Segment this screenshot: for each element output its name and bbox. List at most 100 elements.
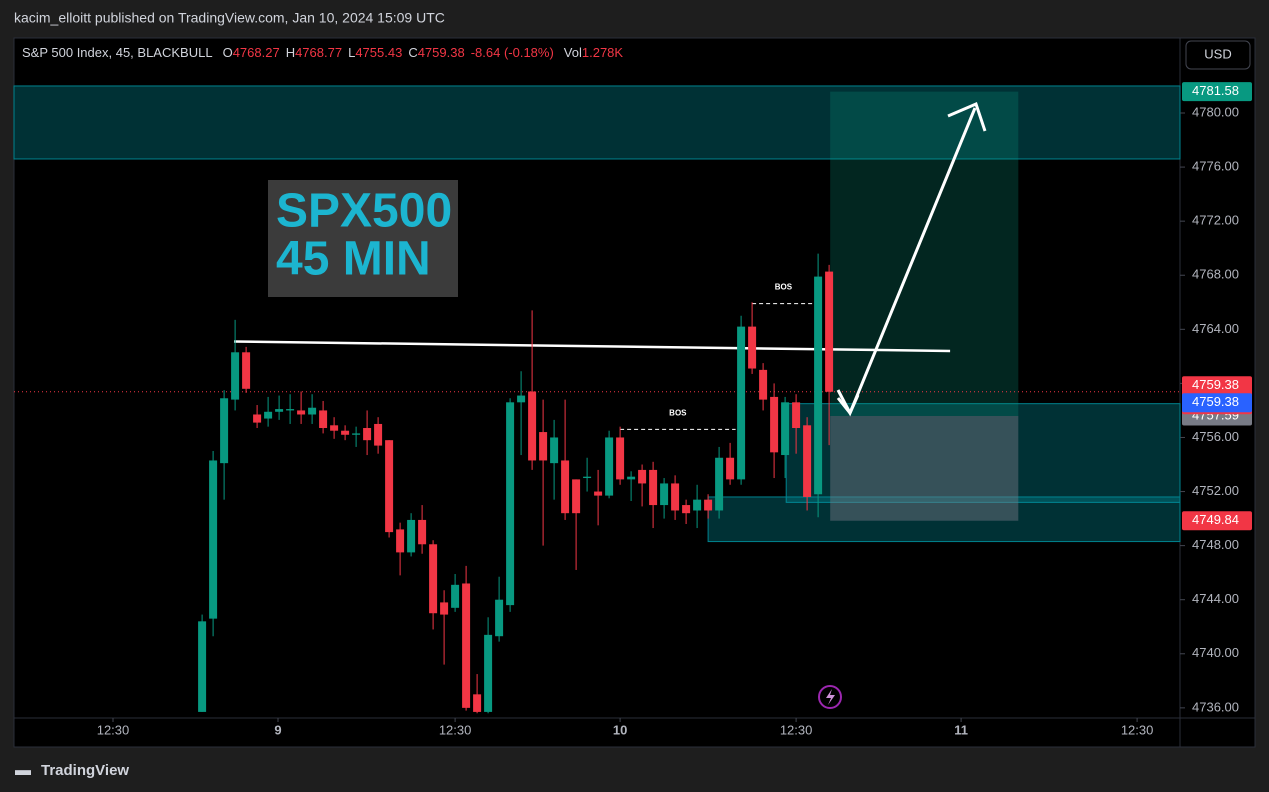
legend-item: 1.278K	[582, 45, 624, 60]
zone	[785, 403, 1181, 503]
candle-body	[550, 437, 559, 464]
candle-body	[759, 369, 768, 400]
legend-item: Vol	[564, 45, 582, 60]
y-tick-label: 4744.00	[1192, 591, 1239, 606]
legend-item: S&P 500 Index, 45, BLACKBULL	[22, 45, 213, 60]
legend-item: -8.64 (-0.18%)	[471, 45, 554, 60]
candle-body	[792, 402, 801, 429]
candle-body	[220, 398, 229, 464]
candle-body	[605, 437, 614, 496]
x-tick-label: 12:30	[97, 722, 130, 737]
candle-body	[396, 529, 405, 553]
candle-body	[627, 476, 636, 480]
candle-body	[737, 326, 746, 480]
candle-body	[374, 423, 383, 446]
candle-body	[484, 634, 493, 712]
stop-price-tag-text: 4749.84	[1192, 512, 1239, 527]
candle-body	[770, 396, 779, 453]
candle-body	[297, 410, 306, 415]
target-price-tag	[1182, 82, 1252, 102]
candle-body	[231, 352, 240, 400]
candle-body	[330, 425, 339, 431]
price-tag-text: 4759.38	[1192, 377, 1239, 392]
legend-item: 4759.38	[418, 45, 465, 60]
position-stop-area	[830, 415, 1019, 521]
x-tick-label: 12:30	[1121, 722, 1154, 737]
y-tick-label: 4736.00	[1192, 699, 1239, 714]
event-icon[interactable]	[818, 685, 842, 709]
candle-body	[726, 457, 735, 480]
annotation-box	[268, 180, 458, 297]
candle-body	[462, 583, 471, 708]
candle-body	[440, 602, 449, 615]
candle-body	[341, 430, 350, 435]
price-tag	[1182, 393, 1252, 413]
candle-body	[528, 391, 537, 461]
candle-body	[242, 352, 251, 389]
currency-button[interactable]	[1185, 40, 1251, 70]
candle-body	[253, 414, 262, 423]
candle-body	[660, 483, 669, 506]
y-tick-label: 4752.00	[1192, 483, 1239, 498]
candle-body	[429, 544, 438, 614]
target-price-tag-text: 4781.58	[1192, 83, 1239, 98]
legend: S&P 500 Index, 45, BLACKBULL O4768.27 H476…	[22, 45, 623, 60]
x-tick-label: 10	[613, 722, 627, 737]
y-tick-label: 4768.00	[1192, 267, 1239, 282]
legend-item: O	[223, 45, 233, 60]
candle-body	[715, 457, 724, 511]
candle-body	[286, 409, 295, 411]
x-tick-label: 9	[274, 722, 281, 737]
bos-label: BOS	[669, 408, 687, 417]
candle-body	[308, 407, 317, 415]
y-tick-label: 4776.00	[1192, 159, 1239, 174]
candle-body	[198, 621, 207, 712]
candle-body	[682, 505, 691, 514]
position-target-area	[830, 91, 1019, 416]
candle-body	[506, 402, 515, 606]
legend-item: C	[408, 45, 417, 60]
zone	[13, 85, 1181, 160]
legend-item: H	[286, 45, 295, 60]
legend-item: L	[348, 45, 355, 60]
candle-body	[748, 326, 757, 369]
stop-price-tag	[1182, 511, 1252, 531]
candle-body	[363, 428, 372, 441]
arrow-head	[947, 101, 987, 132]
x-tick-label: 12:30	[780, 722, 813, 737]
y-tick-label: 4764.00	[1192, 321, 1239, 336]
candle-body	[803, 425, 812, 497]
candle-body	[407, 519, 416, 553]
candle-body	[781, 402, 790, 456]
candle-body	[209, 460, 218, 619]
candle-body	[583, 476, 592, 479]
candle-body	[451, 584, 460, 608]
y-tick-label: 4772.00	[1192, 213, 1239, 228]
candle-body	[264, 411, 273, 419]
x-tick-label: 11	[954, 722, 968, 737]
price-tag-text: 4759.38	[1192, 394, 1239, 409]
event-icon-bolt	[826, 689, 835, 705]
candle-body	[572, 479, 581, 514]
y-tick-label: 4780.00	[1192, 104, 1239, 119]
candle-body	[473, 694, 482, 712]
plot: BOS BOS	[13, 85, 1181, 714]
candle-body	[814, 276, 823, 495]
annotation-text: 45 MIN	[276, 233, 431, 286]
y-tick-label: 4748.00	[1192, 537, 1239, 552]
annotation-text: SPX500	[276, 185, 452, 238]
candle-body	[704, 499, 713, 511]
candle-body	[561, 460, 570, 514]
currency-label: USD	[1204, 46, 1231, 61]
legend-item: 4768.77	[295, 45, 342, 60]
candle-body	[517, 395, 526, 403]
candle-body	[594, 491, 603, 496]
publisher-header: kacim_elloitt published on TradingView.c…	[14, 10, 445, 26]
candle-body	[352, 433, 361, 435]
candle-body	[671, 483, 680, 511]
candle-body	[638, 469, 647, 484]
candle-body	[495, 599, 504, 637]
candle-body	[649, 469, 658, 506]
candle-body	[418, 519, 427, 545]
